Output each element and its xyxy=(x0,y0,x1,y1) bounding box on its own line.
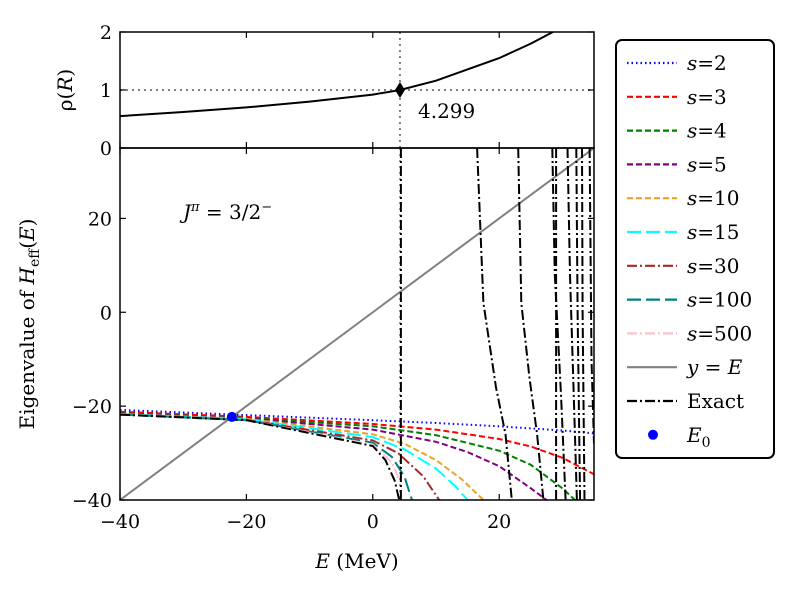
legend-item: s=100 xyxy=(627,288,752,312)
legend-item: s=5 xyxy=(627,152,727,176)
series-s-100 xyxy=(120,413,413,500)
top-ytick-label: 0 xyxy=(100,138,112,160)
legend-item: s=10 xyxy=(627,186,739,210)
legend-label: s=500 xyxy=(687,321,752,345)
legend-label: s=30 xyxy=(687,254,739,278)
series-s-3 xyxy=(120,410,594,476)
legend-label: s=5 xyxy=(687,152,727,176)
exact-branch-8 xyxy=(588,148,594,444)
top-ytick-label: 2 xyxy=(100,22,112,44)
series-y-e xyxy=(120,148,594,500)
top-ytick-label: 1 xyxy=(100,80,112,102)
legend-item: E0 xyxy=(648,423,711,451)
legend-label: s=10 xyxy=(687,186,739,210)
bottom-ytick-label: −20 xyxy=(72,396,112,418)
legend-item: s=15 xyxy=(627,220,739,244)
legend-label: E0 xyxy=(686,423,711,451)
legend-item: s=4 xyxy=(627,119,727,143)
exact-branch-5 xyxy=(566,148,578,500)
bottom-panel: −40 −20 0 20 −40 −20 0 20 Jπ = 3/2− E (MeV) Eig… xyxy=(15,147,595,573)
bottom-xtick-label: 0 xyxy=(367,511,379,533)
exact-branch-7 xyxy=(581,148,586,500)
rho-annotation: 4.299 xyxy=(418,99,475,123)
exact-branch-6 xyxy=(575,148,582,500)
bottom-xlabel: E (MeV) xyxy=(314,549,398,573)
legend-label: s=15 xyxy=(687,220,739,244)
series-s-500 xyxy=(120,413,401,482)
bottom-xtick-label: −40 xyxy=(100,511,140,533)
rho-curve xyxy=(120,32,554,118)
legend-frame xyxy=(615,39,775,459)
legend-item: s=2 xyxy=(627,51,727,75)
series-s-15 xyxy=(120,413,469,500)
legend-item: y = E xyxy=(627,355,743,379)
exact-branch-3 xyxy=(551,148,567,500)
legend-item: s=30 xyxy=(627,254,739,278)
bottom-panel-frame xyxy=(119,147,595,501)
top-panel: 0 1 2 4.299 ρ(R) xyxy=(53,22,595,160)
exact-branch-2 xyxy=(517,148,545,500)
rho-diamond-marker xyxy=(394,82,405,98)
bottom-ylabel: Eigenvalue of Heff(E) xyxy=(15,219,43,430)
legend-label: y = E xyxy=(686,355,743,379)
legend-label: Exact xyxy=(687,389,744,413)
legend-label: s=2 xyxy=(687,51,727,75)
legend-swatch xyxy=(648,429,658,440)
exact-branch-1 xyxy=(476,148,513,500)
legend-label: s=3 xyxy=(687,85,727,109)
bottom-xtick-label: 20 xyxy=(487,511,511,533)
jpi-annotation: Jπ = 3/2− xyxy=(179,200,272,224)
series-exact xyxy=(120,413,401,500)
legend-item: s=500 xyxy=(627,321,752,345)
legend-item: Exact xyxy=(627,389,744,413)
legend-label: s=100 xyxy=(687,288,752,312)
series-s-2 xyxy=(120,408,594,435)
legend-label: s=4 xyxy=(687,119,727,143)
bottom-ytick-label: −40 xyxy=(72,490,112,512)
e0-marker xyxy=(226,411,237,422)
legend-item: s=3 xyxy=(627,85,727,109)
bottom-ytick-label: 20 xyxy=(88,208,112,230)
legend: s=2 s=3 s=4 s=5 s=10 s=15 s=30 s=100 s=500 y = E E… xyxy=(615,39,775,459)
top-ylabel: ρ(R) xyxy=(53,69,77,111)
series-s-5 xyxy=(120,412,548,500)
bottom-ytick-label: 0 xyxy=(100,302,112,324)
bottom-xtick-label: −20 xyxy=(226,511,266,533)
